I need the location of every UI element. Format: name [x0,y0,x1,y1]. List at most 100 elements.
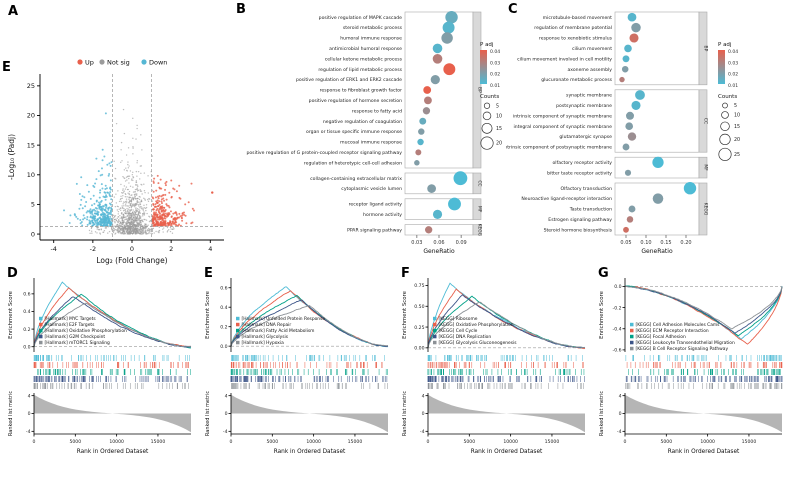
svg-text:10000: 10000 [109,439,124,445]
svg-text:Ranked list metric: Ranked list metric [599,391,605,436]
svg-text:0.4: 0.4 [220,305,227,311]
svg-text:15000: 15000 [545,439,560,445]
gsea-panel-d: 0.0 0.2 0.4 0.6 4 0 -4 0 5000 10000 15000 Rank in O… [4,272,197,458]
volcano-points [63,108,214,235]
svg-text:0.05: 0.05 [620,240,631,246]
svg-text:P adj: P adj [480,42,494,48]
svg-text:0: 0 [130,245,134,253]
gsea-d-ranked-metric [34,394,191,433]
svg-text:5000: 5000 [69,439,81,445]
svg-text:KEGG: KEGG [703,203,709,216]
svg-text:[Hallmark] Oxidative Phosphory: [Hallmark] Oxidative Phosphorylation [45,328,128,334]
svg-text:0.25: 0.25 [414,325,424,331]
volcano-svg: -4 -2 0 2 4 0 5 10 15 20 25 Log₂ (Fold Change) -Log₁… [7,58,224,265]
svg-text:0.0: 0.0 [23,344,30,350]
svg-text:10: 10 [496,114,502,120]
svg-text:Steroid hormone biosynthesis: Steroid hormone biosynthesis [544,227,613,233]
gsea-e-curves [230,286,389,348]
panel-label-a: A [8,4,19,19]
svg-text:microtubule-based movement: microtubule-based movement [543,15,613,21]
svg-text:GeneRatio: GeneRatio [641,248,673,255]
gsea-g-curves [624,285,783,345]
svg-text:Rank in Ordered Dataset: Rank in Ordered Dataset [274,449,346,455]
svg-text:25: 25 [734,152,740,158]
svg-text:Up: Up [85,58,94,66]
svg-text:GeneRatio: GeneRatio [423,248,455,255]
svg-text:0.20: 0.20 [680,240,691,246]
svg-text:[KEGG] Leukocyte Transendothel: [KEGG] Leukocyte Transendothelial Migrat… [636,340,735,346]
svg-text:4: 4 [208,245,212,253]
svg-text:receptor ligand activity: receptor ligand activity [349,202,403,208]
gsea-g-axes [622,278,782,437]
svg-text:cellular ketone metabolic proc: cellular ketone metabolic process [325,56,403,62]
svg-text:[KEGG] Glycolysis Gluconeogene: [KEGG] Glycolysis Gluconeogenesis [439,340,518,346]
svg-text:intrinsic component of synapti: intrinsic component of synaptic membrane [513,113,612,119]
svg-text:olfactory receptor activity: olfactory receptor activity [553,160,613,166]
svg-text:15: 15 [734,124,740,130]
svg-text:0.01: 0.01 [728,83,738,89]
svg-text:Enrichment Score: Enrichment Score [599,290,605,339]
svg-text:bitter taste receptor activity: bitter taste receptor activity [547,170,612,176]
go-dotplot-b: BP positive regulation of MAPK cascade ste… [232,4,504,268]
svg-text:-4: -4 [420,429,425,435]
svg-text:15000: 15000 [348,439,363,445]
panel-label-e-top: E [2,60,11,75]
svg-text:0.03: 0.03 [490,60,500,66]
svg-text:10: 10 [27,171,35,179]
svg-text:Enrichment Score: Enrichment Score [402,290,408,339]
svg-text:Ranked list metric: Ranked list metric [8,391,14,436]
svg-text:cilium movement: cilium movement [572,46,612,52]
svg-text:10: 10 [734,113,740,119]
volcano-plot: -4 -2 0 2 4 0 5 10 15 20 25 Log₂ (Fold Change) -Log₁… [4,52,230,268]
svg-text:Counts: Counts [480,94,499,100]
gsea-panel-f: 0.00 0.25 0.50 0.75 4 0 -4 0 5000 10000 15000 Rank … [398,272,591,458]
svg-text:4: 4 [225,393,228,399]
panel-label-g: G [598,266,609,281]
svg-text:[Hallmark] Unfolded Protein Re: [Hallmark] Unfolded Protein Response [242,316,326,322]
svg-text:25: 25 [27,82,35,90]
svg-text:MF: MF [703,164,709,171]
svg-text:organ or tissue specific immun: organ or tissue specific immune response [306,129,402,135]
svg-text:0.01: 0.01 [490,83,500,89]
svg-text:0.03: 0.03 [728,60,738,66]
svg-text:4: 4 [28,393,31,399]
panel-label-d: D [7,266,18,281]
svg-text:0.4: 0.4 [23,309,30,315]
svg-text:10000: 10000 [700,439,715,445]
svg-text:15: 15 [27,141,35,149]
svg-text:[Hallmark] Fatty Acid Metaboli: [Hallmark] Fatty Acid Metabolism [242,328,315,334]
svg-text:humoral immune response: humoral immune response [340,36,402,42]
svg-text:4: 4 [619,393,622,399]
dot-b-svg: BP positive regulation of MAPK cascade ste… [246,11,502,255]
gsea-d-axes [31,278,191,437]
svg-text:regulation of membrane potenti: regulation of membrane potential [534,25,612,31]
volcano-axes [37,74,224,243]
svg-text:integral component of synaptic: integral component of synaptic membrane [514,124,613,130]
gsea-g-hit-rug [625,355,783,389]
svg-text:10000: 10000 [306,439,321,445]
svg-text:0.2: 0.2 [220,324,227,330]
svg-text:5: 5 [31,201,35,209]
gsea-panel-g: 0.0 -0.2 -0.4 -0.6 4 0 -4 0 5000 10000 15000 Rank i… [595,272,788,458]
svg-text:steroid metabolic process: steroid metabolic process [343,25,403,31]
gsea-g-legend: [KEGG] Cell Adhesion Molecules Cams[KEGG… [630,322,735,352]
svg-text:P adj: P adj [718,42,732,48]
svg-text:glutamatergic synapse: glutamatergic synapse [559,134,612,140]
gsea-e-axes [228,278,388,437]
gsea-d-legend: [Hallmark] MYC Targets[Hallmark] E2F Tar… [39,316,127,346]
svg-text:[Hallmark] mTORC1 Signaling: [Hallmark] mTORC1 Signaling [45,340,111,346]
svg-text:Taste transduction: Taste transduction [569,207,612,213]
dot-c-svg: BP microtubule-based movement regulation o… [506,11,740,255]
svg-text:Log₂ (Fold Change): Log₂ (Fold Change) [96,256,167,265]
svg-text:Enrichment Score: Enrichment Score [205,290,211,339]
svg-text:[KEGG] Focal Adhesion: [KEGG] Focal Adhesion [636,334,686,340]
svg-text:5: 5 [496,103,499,109]
svg-text:0.15: 0.15 [660,240,671,246]
svg-text:[Hallmark] G2M Checkpoint: [Hallmark] G2M Checkpoint [45,334,106,340]
svg-text:glucuronate metabolic process: glucuronate metabolic process [541,77,612,83]
gsea-f-curves [427,282,586,350]
gsea-panel-e: 0.0 0.2 0.4 0.6 4 0 -4 0 5000 10000 15000 Rank in O… [201,272,394,458]
gsea-f-hit-rug [427,355,585,389]
